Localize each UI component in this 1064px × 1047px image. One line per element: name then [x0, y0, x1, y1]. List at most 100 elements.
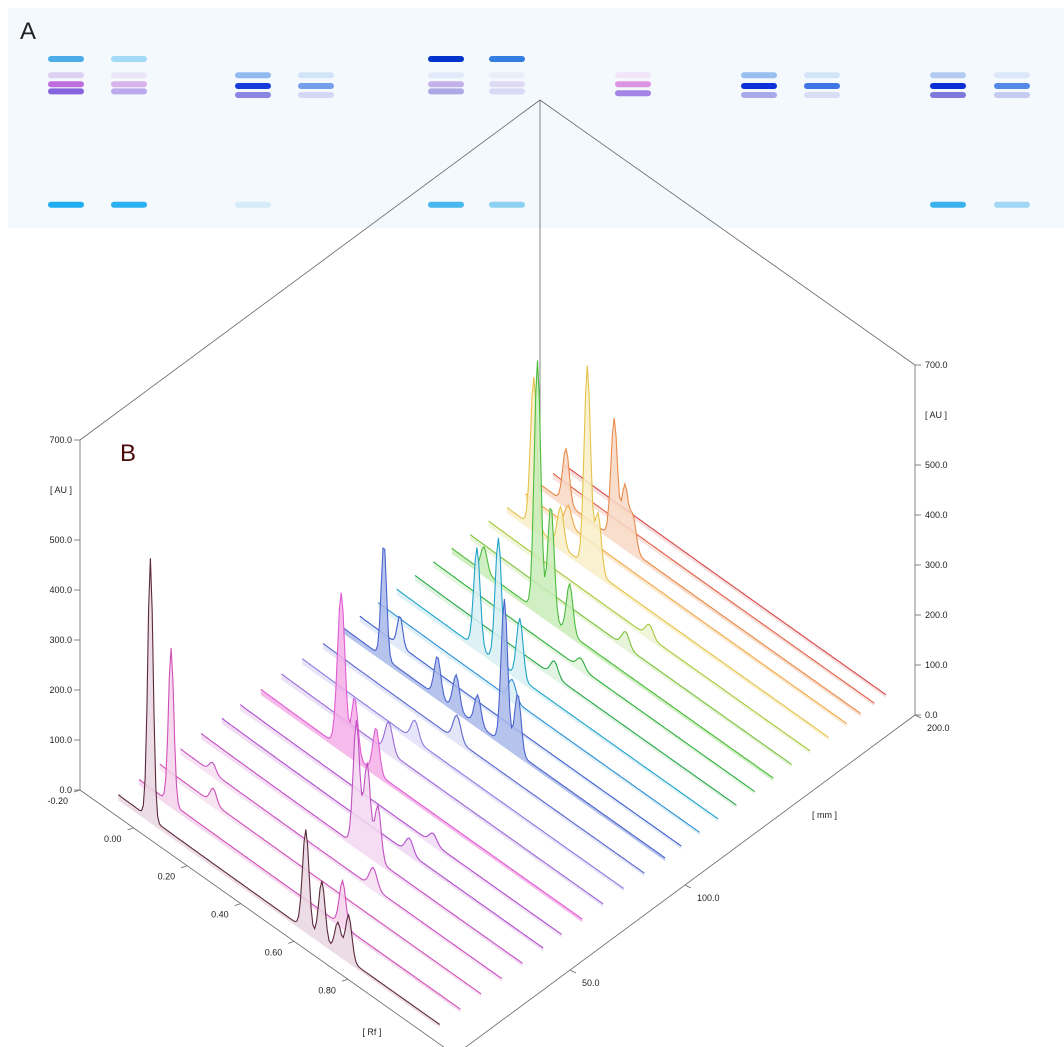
plate-track	[489, 56, 525, 208]
series-trace	[414, 574, 737, 809]
axis-tick	[181, 865, 188, 869]
series-fill	[118, 558, 440, 1028]
rf-tick-label: 0.60	[265, 947, 283, 957]
series-trace	[180, 748, 503, 982]
series-trace	[159, 763, 482, 997]
series-trace	[239, 704, 562, 938]
plate-band	[235, 83, 271, 89]
series-line	[159, 763, 482, 995]
plate-band	[615, 81, 651, 88]
au-left-tick-label: 0.0	[59, 785, 72, 795]
plate-band	[804, 92, 840, 98]
plate-band	[428, 56, 464, 62]
plate-band	[741, 92, 777, 98]
plate-band	[489, 56, 525, 62]
plate-track	[298, 72, 334, 98]
series-line	[239, 704, 562, 935]
series-line	[377, 602, 700, 833]
series-fill	[470, 534, 792, 768]
plate-band	[298, 72, 334, 79]
mm-tick-label: 100.0	[697, 893, 720, 903]
plate-band	[428, 88, 464, 95]
series-fill	[488, 521, 810, 754]
au-left-tick-label: 100.0	[49, 735, 72, 745]
plate-track	[930, 72, 966, 208]
panel-a-label: A	[20, 18, 37, 45]
series-line	[396, 537, 719, 820]
au-right-axis-label: [ AU ]	[925, 410, 947, 420]
au-right-tick-label: 200.0	[925, 610, 948, 620]
rf-tick-label: 0.20	[158, 872, 176, 882]
plate-band	[298, 92, 334, 98]
plate-band	[930, 72, 966, 79]
series-fill	[343, 548, 666, 861]
plate-band	[48, 201, 84, 208]
plate-band	[111, 201, 147, 208]
series-fill	[507, 365, 829, 741]
au-right-tick-label: 700.0	[925, 360, 948, 370]
plate-track	[994, 72, 1030, 208]
plate-track	[235, 72, 271, 208]
plate-track	[111, 56, 147, 208]
axis-tick	[914, 714, 922, 719]
series-trace	[200, 720, 523, 967]
au-left-tick-label: 500.0	[49, 535, 72, 545]
plate-track	[741, 72, 777, 98]
plate-band	[111, 81, 147, 88]
plate-band	[111, 56, 147, 62]
plate-band	[111, 72, 147, 79]
series-trace	[506, 365, 829, 741]
series-line	[433, 561, 756, 793]
plate-band	[48, 88, 84, 95]
au-right-tick-label: 400.0	[925, 510, 948, 520]
axis-tick	[569, 969, 577, 974]
rf-tick-label: 0.40	[211, 910, 229, 920]
au-left-tick-label: 300.0	[49, 635, 72, 645]
box-top-right-edge	[539, 99, 916, 366]
axis-tick	[341, 978, 348, 982]
series-line	[200, 720, 523, 964]
series-trace	[469, 534, 792, 768]
series-line	[117, 558, 441, 1025]
mm-tick-label: 200.0	[927, 723, 950, 733]
plate-band	[804, 72, 840, 79]
series-trace	[260, 592, 583, 923]
series-fill	[396, 537, 718, 822]
series-line	[301, 658, 625, 889]
series-line	[322, 642, 645, 874]
series-line	[451, 360, 774, 779]
series-fill	[139, 648, 461, 1013]
plate-band	[298, 83, 334, 89]
rf-axis-label: [ Rf ]	[362, 1027, 381, 1037]
series-line	[506, 365, 829, 738]
plate-band	[930, 83, 966, 89]
series-trace	[138, 647, 461, 1013]
series-line	[260, 592, 583, 920]
tlc-plate-image	[8, 8, 1064, 228]
series-line	[414, 574, 737, 806]
au-right-tick-label: 300.0	[925, 560, 948, 570]
au-right-tick-label: 100.0	[925, 660, 948, 670]
panel-b-label: B	[120, 440, 137, 467]
plate-band	[994, 72, 1030, 79]
axes-box	[79, 99, 916, 1047]
plate-band	[930, 92, 966, 98]
mm-axis-line	[465, 714, 916, 1047]
series-trace	[281, 673, 604, 907]
rf-tick-label: -0.20	[47, 796, 68, 806]
axis-tick	[127, 827, 134, 831]
plate-band	[428, 72, 464, 79]
plate-band	[489, 88, 525, 95]
mm-tick-label: 50.0	[582, 978, 600, 988]
series-trace	[343, 547, 666, 861]
series-line	[221, 717, 544, 949]
series-trace	[525, 493, 848, 727]
tick-layer: -0.200.000.200.400.600.801.20[ Rf ]0.050…	[47, 360, 950, 1037]
au-left-tick-label: 400.0	[49, 585, 72, 595]
plate-track	[804, 72, 840, 98]
axis-tick	[234, 903, 241, 906]
series-line	[525, 493, 848, 725]
plate-band	[48, 81, 84, 88]
plate-band	[48, 56, 84, 62]
